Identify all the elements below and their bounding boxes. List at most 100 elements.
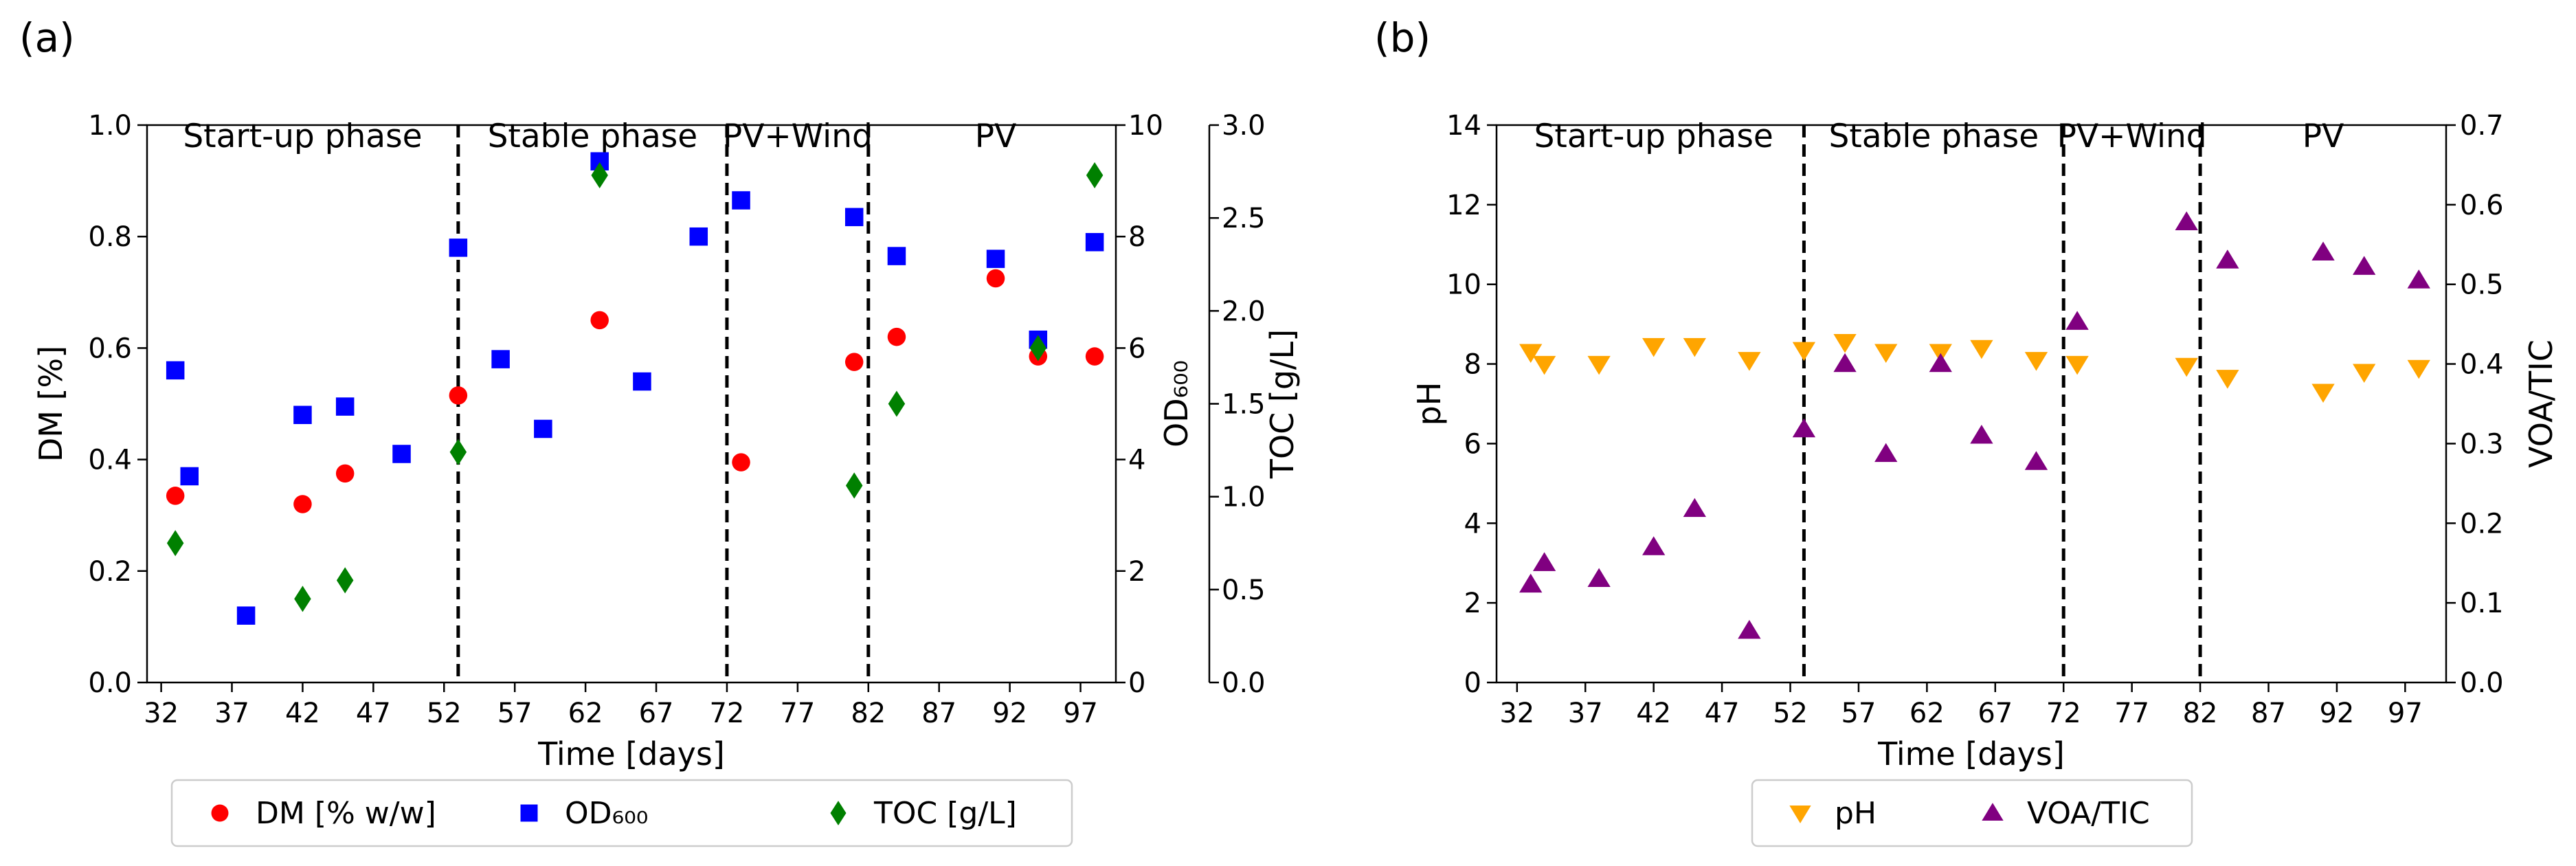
x-tick-label: 32: [1499, 698, 1534, 729]
x-axis-title: Time [days]: [537, 735, 725, 773]
phase-label: PV+Wind: [2057, 118, 2207, 155]
y-tick-label-right: 0.1: [2460, 588, 2504, 619]
data-point-dm: [449, 386, 468, 405]
data-point-voa: [2353, 256, 2376, 275]
plot-frame: [146, 124, 1117, 684]
data-point-voa: [1532, 552, 1556, 571]
data-point-od: [887, 247, 906, 265]
x-tick-label: 82: [2183, 698, 2218, 729]
y-tick-label-right: 0.2: [2460, 508, 2504, 540]
x-axis-title: Time [days]: [1877, 735, 2065, 773]
data-point-od: [236, 606, 256, 625]
y-tick-label-left: 0.0: [88, 667, 132, 699]
data-point-ph: [2353, 364, 2376, 383]
panel-label: (a): [19, 14, 75, 61]
chart-panel-a: (a) Start-up phase Stable phase PV+Wind PV 32…: [19, 14, 1301, 847]
y-tick-label-left: 8: [1464, 349, 1481, 381]
data-point-voa: [2407, 269, 2430, 289]
data-point-ph: [2175, 357, 2198, 377]
y-tick-label-left: 0.6: [88, 333, 132, 364]
y-tick-label-left: 14: [1446, 110, 1481, 142]
y-axis-title-left: pH: [1411, 382, 1448, 426]
x-tick-label: 62: [568, 698, 603, 729]
data-point-od: [392, 445, 411, 463]
data-point-toc: [888, 390, 906, 417]
data-point-dm: [986, 269, 1005, 288]
data-point-dm: [590, 311, 609, 330]
y-tick-label-right: 0: [1128, 667, 1145, 699]
data-point-voa: [1738, 619, 1761, 639]
data-point-dm: [166, 487, 185, 505]
y-tick-label-left: 0.4: [88, 445, 132, 476]
data-point-ph: [2311, 384, 2335, 403]
data-point-od: [166, 361, 185, 380]
x-tick-label: 67: [1978, 698, 2013, 729]
phase-label: Start-up phase: [1534, 118, 1773, 155]
x-tick-label: 32: [144, 698, 179, 729]
phase-label: Stable phase: [1828, 118, 2039, 155]
x-tick-label: 57: [1841, 698, 1876, 729]
data-point-dm: [1085, 347, 1104, 366]
y-axis-title-left: DM [%]: [32, 346, 69, 462]
y-tick-label-right: 0.0: [1222, 667, 1266, 699]
x-tick-label: 57: [497, 698, 533, 729]
plot-frame: [1495, 124, 2448, 684]
data-point-ph: [1519, 344, 1543, 364]
data-point-toc: [294, 586, 311, 612]
phase-label: Start-up phase: [183, 118, 422, 155]
data-point-dm: [887, 327, 906, 346]
data-point-od: [986, 249, 1005, 268]
data-point-od: [689, 227, 708, 246]
data-point-ph: [1642, 337, 1666, 357]
y-tick-label-right: 0.0: [2460, 667, 2504, 699]
y-tick-label-left: 0: [1464, 667, 1481, 699]
data-point-od: [449, 238, 468, 257]
data-point-voa: [1792, 418, 1816, 438]
x-tick-label: 77: [2114, 698, 2149, 729]
y-tick-label-right: 0.5: [1222, 575, 1266, 606]
y-tick-label-left: 0.2: [88, 556, 132, 588]
data-point-ph: [1792, 342, 1816, 362]
y-axis-title-right: VOA/TIC: [2522, 340, 2560, 468]
y-tick-label-left: 12: [1446, 190, 1481, 221]
x-tick-label: 72: [2046, 698, 2081, 729]
x-tick-label: 47: [356, 698, 391, 729]
y-tick-label-right: 2: [1128, 556, 1145, 588]
data-point-toc: [591, 162, 608, 189]
data-point-od: [844, 208, 864, 227]
data-point-od: [1085, 233, 1104, 252]
legend-label: pH: [1835, 796, 1877, 831]
data-point-dm: [293, 495, 312, 513]
x-tick-label: 97: [2388, 698, 2423, 729]
legend: pH VOA/TIC: [1751, 779, 2193, 847]
y-tick-label-right: 0.6: [2460, 190, 2504, 221]
data-point-ph: [1683, 337, 1706, 357]
x-tick-label: 37: [1568, 698, 1603, 729]
data-point-voa: [2175, 211, 2198, 231]
data-point-od: [180, 467, 199, 486]
legend-marker: [211, 804, 229, 822]
y-axis-title-right: TOC [g/L]: [1264, 329, 1301, 479]
y-tick-label-right: 3.0: [1222, 110, 1266, 142]
y-tick-label-right: 1.0: [1222, 482, 1266, 513]
data-point-od: [633, 372, 651, 391]
legend-marker: [520, 804, 538, 822]
legend-label: DM [% w/w]: [256, 796, 436, 831]
data-point-voa: [1587, 568, 1611, 588]
data-point-ph: [2024, 352, 2048, 371]
x-tick-label: 42: [1636, 698, 1671, 729]
data-point-voa: [2065, 311, 2089, 330]
data-point-voa: [1519, 573, 1543, 593]
data-point-toc: [845, 472, 863, 499]
y-tick-label-left: 6: [1464, 428, 1481, 460]
x-tick-label: 87: [921, 698, 956, 729]
y-tick-label-right: 6: [1128, 333, 1145, 364]
x-tick-label: 52: [427, 698, 462, 729]
x-tick-label: 97: [1063, 698, 1098, 729]
data-point-od: [491, 350, 510, 368]
data-point-dm: [335, 464, 355, 483]
chart-panel-b: (b) Start-up phase Stable phase PV+Wind PV 32…: [1374, 14, 2560, 847]
x-tick-label: 92: [992, 698, 1027, 729]
y-tick-label-right: 0.5: [2460, 269, 2504, 301]
